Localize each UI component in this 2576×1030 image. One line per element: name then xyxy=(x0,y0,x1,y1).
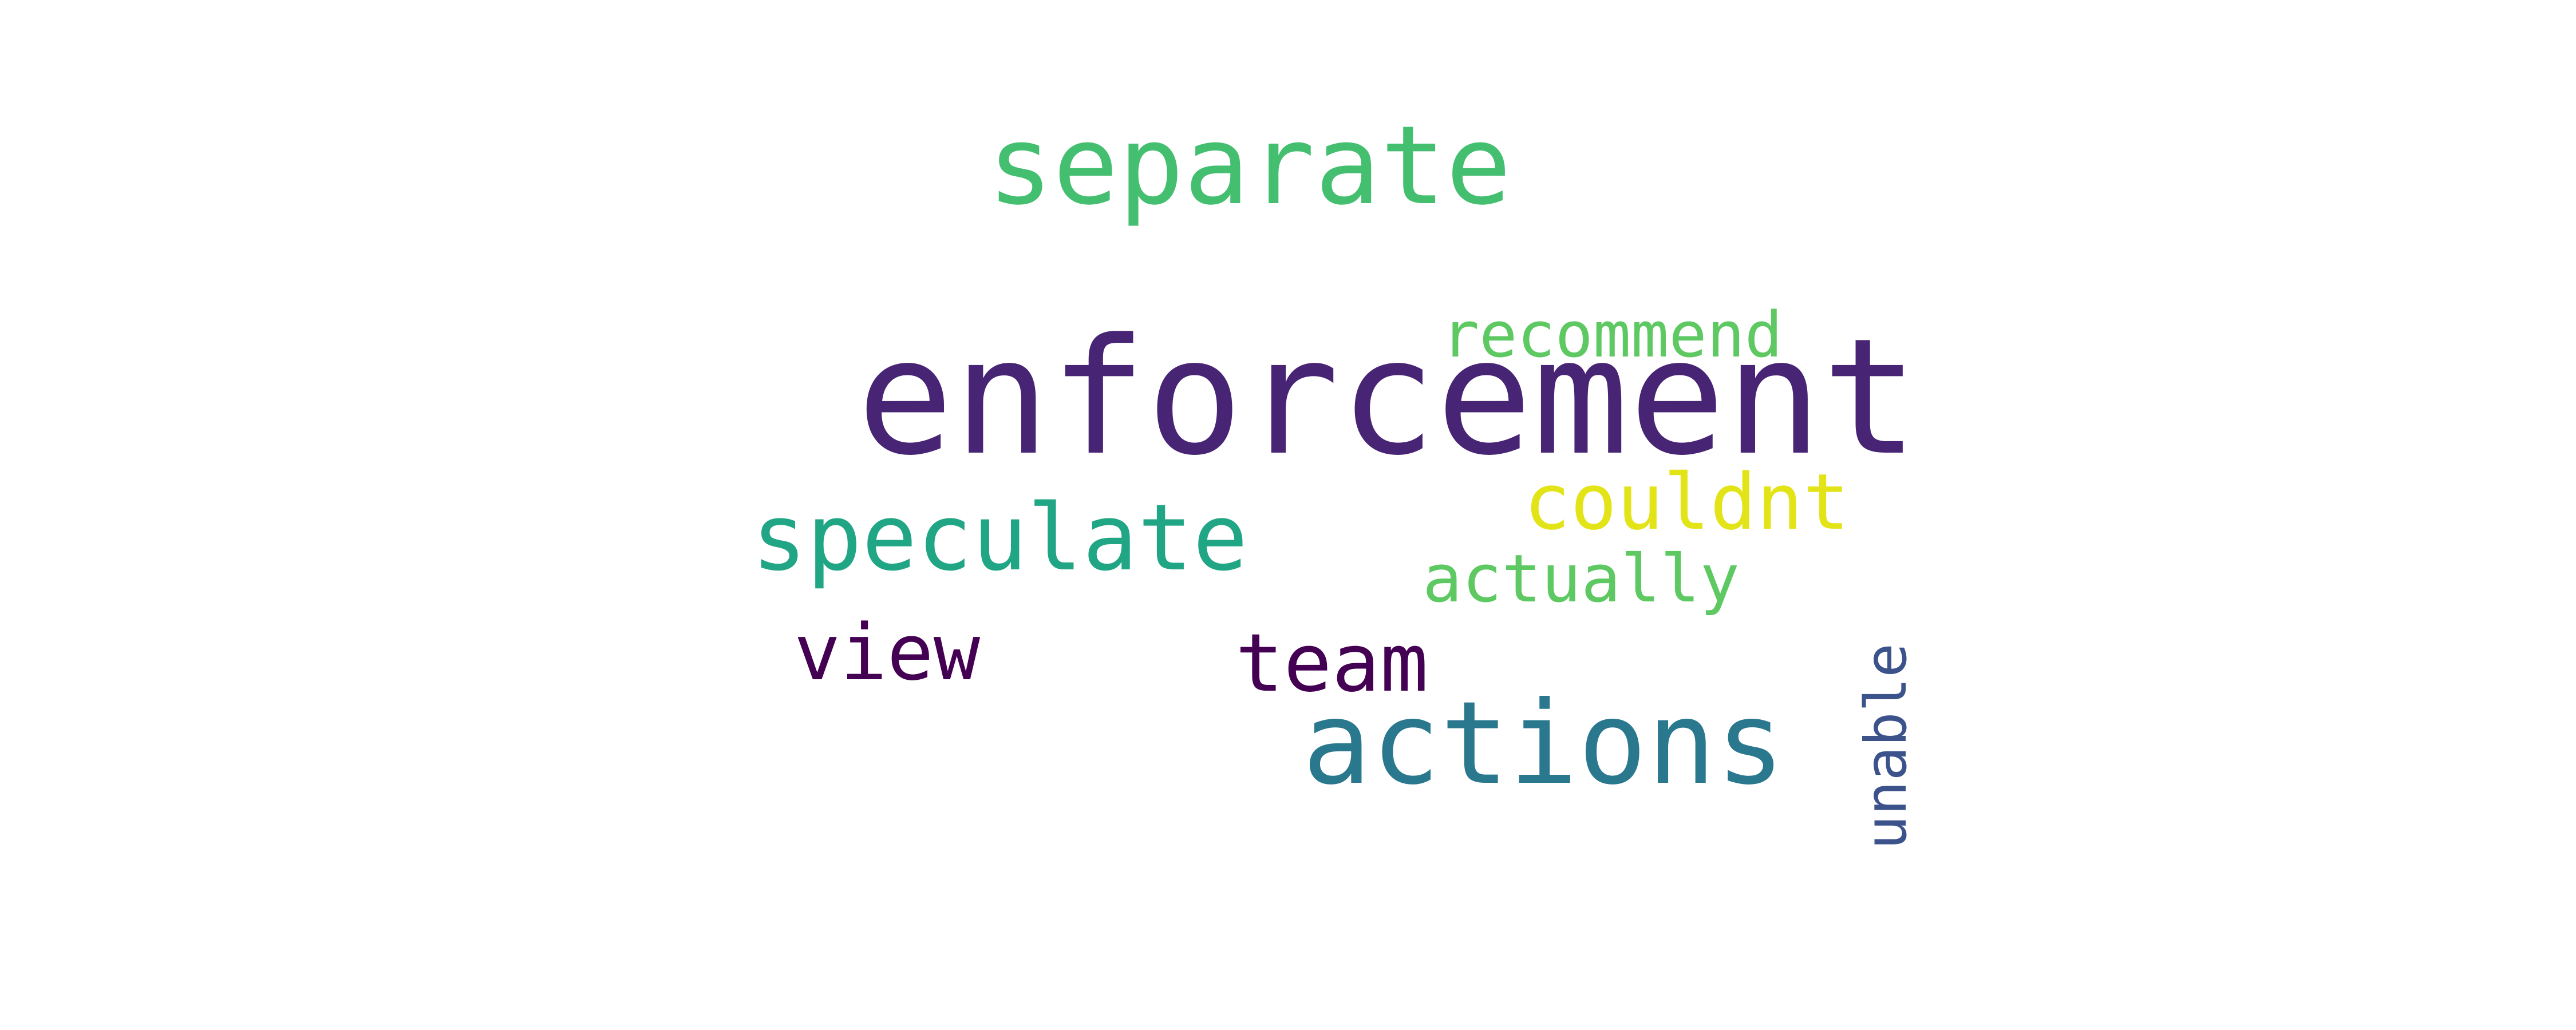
word-actions: actions xyxy=(1302,677,1785,810)
word-unable: unable xyxy=(1852,643,1919,850)
word-recommend: recommend xyxy=(1441,298,1783,371)
word-separate: separate xyxy=(987,102,1512,229)
word-enforcement: enforcement xyxy=(857,304,1919,491)
word-actually: actually xyxy=(1423,541,1740,617)
word-view: view xyxy=(794,608,981,698)
word-couldnt: couldnt xyxy=(1524,457,1850,547)
word-team: team xyxy=(1235,617,1429,710)
word-speculate: speculate xyxy=(752,484,1248,591)
